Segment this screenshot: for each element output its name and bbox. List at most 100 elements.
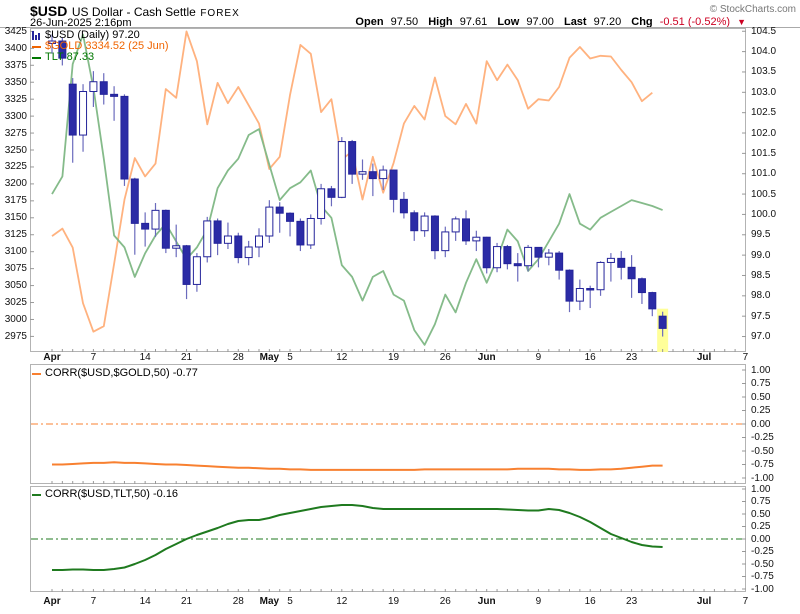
x-axis-tick-5: 5 — [287, 352, 293, 363]
x-axis-tick-jul: Jul — [696, 352, 712, 363]
corr-axis-tick: -0.75 — [751, 571, 774, 582]
gold-axis-tick: 3275 — [4, 127, 27, 139]
usd-axis-tick: 97.0 — [751, 331, 771, 343]
corr-axis-tick: 0.25 — [751, 521, 771, 532]
corr-tlt-swatch-icon — [32, 493, 41, 496]
x-axis-tick-23: 23 — [626, 352, 638, 363]
corr-axis-tick: -0.25 — [751, 546, 774, 557]
gold-axis-tick: 3000 — [4, 313, 27, 325]
last-label: Last — [563, 16, 587, 28]
usd-axis-tick: 98.5 — [751, 269, 771, 281]
x-axis-tick-5: 5 — [287, 596, 293, 607]
corr-axis-tick: 0.00 — [751, 533, 771, 545]
usd-axis-tick: 103.0 — [751, 86, 777, 98]
gold-axis-tick: 3250 — [4, 144, 27, 156]
timestamp-label: 26-Jun-2025 2:16pm — [30, 17, 132, 29]
gold-axis-tick: 3175 — [4, 195, 27, 207]
x-axis-tick-23: 23 — [626, 596, 638, 607]
corr-tlt-label: CORR($USD,TLT,50) -0.16 — [45, 488, 179, 500]
usd-axis-tick: 102.5 — [751, 107, 777, 119]
gold-line-swatch-icon — [32, 45, 41, 48]
usd-axis-tick: 97.5 — [751, 310, 771, 322]
low-label: Low — [497, 16, 520, 28]
gold-axis-tick: 3225 — [4, 161, 27, 173]
symbol-label: $USD — [30, 3, 68, 19]
x-axis-tick-9: 9 — [535, 352, 542, 363]
chart-header: $USD US Dollar - Cash Settle FOREX — [30, 3, 240, 21]
gold-axis-tick: 3050 — [4, 280, 27, 292]
corr-axis-tick: 0.75 — [751, 496, 771, 507]
corr-gold-label: CORR($USD,$GOLD,50) -0.77 — [45, 367, 198, 379]
corr-gold-swatch-icon — [32, 372, 41, 375]
usd-axis-tick: 98.0 — [751, 290, 771, 302]
legend-usd-label: $USD (Daily) 97.20 — [45, 29, 140, 41]
gold-axis-tick: 3075 — [4, 263, 27, 275]
x-axis-tick-7: 7 — [742, 596, 749, 607]
legend-tlt-row: TLT 87.33 — [32, 52, 169, 63]
usd-axis-tick: 100.5 — [751, 188, 777, 200]
gold-axis-tick: 3100 — [4, 246, 27, 258]
exchange-label: FOREX — [200, 8, 240, 19]
gold-axis-tick: 3200 — [4, 178, 27, 190]
gold-axis-tick: 3150 — [4, 212, 27, 224]
x-axis-tick-may: May — [259, 596, 280, 607]
corr-axis-tick: 0.50 — [751, 508, 771, 520]
x-axis-tick-apr: Apr — [43, 596, 61, 607]
corr-axis-tick: 0.75 — [751, 378, 771, 389]
main-price-panel — [30, 28, 746, 357]
high-label: High — [428, 16, 453, 28]
x-axis-tick-apr: Apr — [43, 352, 61, 363]
tlt-line-swatch-icon — [32, 56, 41, 59]
corr-axis-tick: -0.50 — [751, 558, 774, 570]
corr-gold-canvas — [30, 364, 746, 484]
usd-axis-tick: 99.5 — [751, 229, 771, 241]
legend-usd-row: $USD (Daily) 97.20 — [32, 30, 169, 41]
usd-axis-tick: 101.5 — [751, 147, 777, 159]
corr-axis-tick: -1.00 — [751, 583, 774, 595]
gold-axis-tick: 3375 — [4, 59, 27, 71]
corr-tlt-legend: CORR($USD,TLT,50) -0.16 — [32, 489, 178, 500]
corr-axis-tick: -0.50 — [751, 445, 774, 457]
x-axis-tick-14: 14 — [139, 596, 151, 607]
corr-axis-tick: 0.25 — [751, 405, 771, 416]
legend-tlt-label: TLT 87.33 — [45, 51, 95, 63]
usd-axis-tick: 102.0 — [751, 127, 777, 139]
x-axis-tick-16: 16 — [584, 352, 596, 363]
gold-axis-tick: 2975 — [4, 330, 27, 342]
x-axis-tick-21: 21 — [180, 352, 193, 363]
corr-axis-tick: -0.75 — [751, 459, 774, 470]
corr-axis-tick: 0.50 — [751, 391, 771, 403]
x-axis-tick-7: 7 — [742, 352, 749, 363]
gold-axis-tick: 3425 — [4, 25, 27, 37]
x-axis-tick-16: 16 — [584, 596, 596, 607]
x-axis-tick-28: 28 — [232, 352, 244, 363]
x-axis-tick-14: 14 — [139, 352, 151, 363]
x-axis-tick-7: 7 — [90, 596, 97, 607]
x-axis-tick-jul: Jul — [696, 596, 712, 607]
corr-tlt-panel — [30, 486, 746, 597]
gold-axis-tick: 3300 — [4, 110, 27, 122]
low-value: 97.00 — [526, 16, 554, 28]
open-label: Open — [355, 16, 384, 28]
x-axis-tick-9: 9 — [535, 596, 542, 607]
gold-axis-tick: 3350 — [4, 76, 27, 88]
chg-down-triangle-icon: ▼ — [737, 17, 746, 27]
gold-axis-tick: 3125 — [4, 229, 27, 241]
corr-gold-legend: CORR($USD,$GOLD,50) -0.77 — [32, 368, 198, 379]
corr-axis-tick: 0.00 — [751, 418, 771, 430]
x-axis-tick-12: 12 — [336, 352, 348, 363]
usd-axis-tick: 103.5 — [751, 66, 777, 78]
corr-axis-tick: -1.00 — [751, 472, 774, 484]
usd-axis-tick: 99.0 — [751, 249, 771, 261]
x-axis-tick-jun: Jun — [477, 352, 496, 363]
header-separator — [0, 27, 800, 28]
legend-gold-label: $GOLD 3334.52 (25 Jun) — [45, 40, 169, 52]
candlestick-chart-icon — [32, 31, 42, 40]
x-axis-tick-26: 26 — [439, 596, 451, 607]
corr-axis-tick: 1.00 — [751, 364, 771, 376]
main-legend: $USD (Daily) 97.20 $GOLD 3334.52 (25 Jun… — [32, 30, 169, 63]
legend-gold-row: $GOLD 3334.52 (25 Jun) — [32, 41, 169, 52]
gold-axis-tick: 3025 — [4, 297, 27, 309]
gold-axis-tick: 3400 — [4, 42, 27, 54]
